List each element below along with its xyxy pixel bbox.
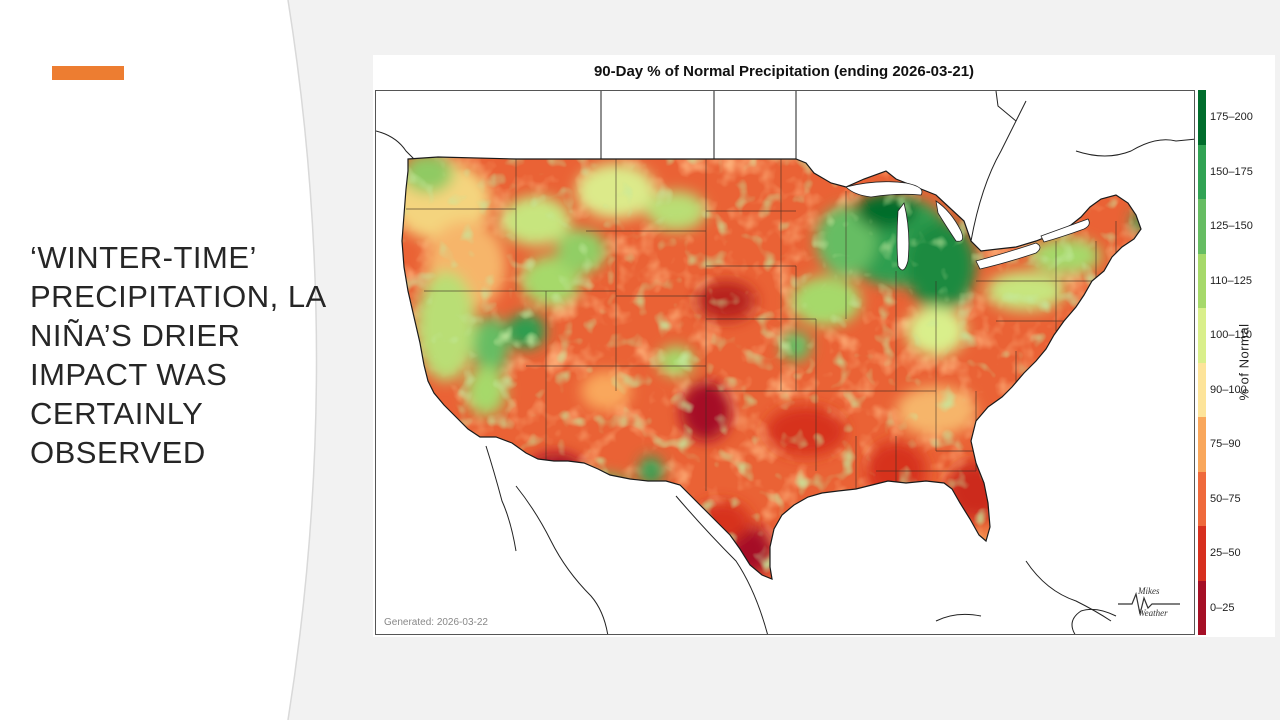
slide-title-line: OBSERVED [30,435,206,470]
legend-swatch [1198,471,1206,526]
legend-label: 150–175 [1210,165,1253,178]
logo-wave-icon [1118,591,1180,615]
slide-title-line: IMPACT WAS [30,357,228,392]
precipitation-map-figure: 90-Day % of Normal Precipitation (ending… [373,55,1275,637]
legend-label: 25–50 [1210,547,1241,560]
great-lakes [845,181,1090,271]
legend-label: 110–125 [1210,274,1253,287]
legend-swatch [1198,526,1206,581]
legend-swatch [1198,308,1206,363]
mikes-weather-logo: Mikes Weather [1118,586,1182,626]
legend-label: 125–150 [1210,220,1253,233]
legend-swatch [1198,253,1206,308]
logo-line-2: Weather [1138,608,1168,618]
legend-swatch [1198,362,1206,417]
legend-swatch [1198,199,1206,254]
map-title: 90-Day % of Normal Precipitation (ending… [593,63,975,80]
slide-title-line: CERTAINLY [30,396,204,431]
legend-label: 100–110 [1210,329,1253,342]
slide-title-line: PRECIPITATION, LA [30,279,327,314]
precipitation-field [402,157,1141,579]
slide-title-line: ‘WINTER-TIME’ [30,240,257,275]
legend-label: 50–75 [1210,492,1241,505]
accent-bar [52,66,124,80]
legend-label: 75–90 [1210,438,1241,451]
state-borders [406,159,1117,511]
legend-axis-label: % of Normal [1236,323,1252,401]
legend-swatch [1198,90,1206,145]
neighbor-outlines [376,91,1194,634]
us-outline [401,156,1142,580]
color-legend: 0–25 25–50 50–75 75–90 90–100 100–110 110–125 1… [1198,90,1274,635]
us-precipitation-map [376,91,1194,634]
legend-label: 175–200 [1210,111,1253,124]
slide-title: ‘WINTER-TIME’ PRECIPITATION, LA NIÑA’S D… [30,238,330,472]
legend-labels: 0–25 25–50 50–75 75–90 90–100 100–110 110–125 1… [1210,90,1260,635]
logo-line-1: Mikes [1138,586,1160,596]
legend-swatch [1198,417,1206,472]
generated-date: Generated: 2026-03-22 [384,617,488,628]
legend-label: 0–25 [1210,601,1235,614]
slide-title-line: NIÑA’S DRIER [30,318,241,353]
legend-colorbar [1198,90,1206,635]
legend-swatch [1198,580,1206,635]
legend-label: 90–100 [1210,383,1247,396]
legend-swatch [1198,144,1206,199]
map-frame: Generated: 2026-03-22 Mikes Weather [375,90,1195,635]
